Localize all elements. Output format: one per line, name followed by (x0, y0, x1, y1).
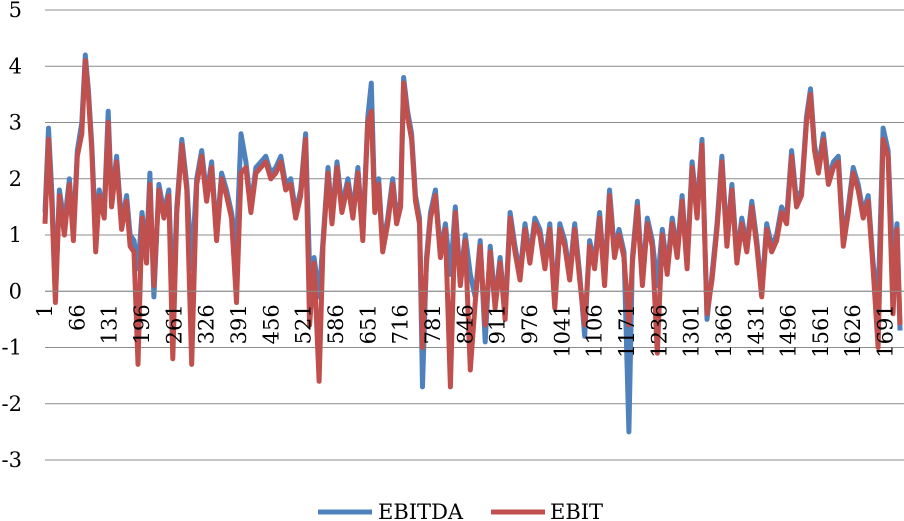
x-tick-label: 651 (356, 304, 380, 344)
x-tick-label: 1236 (647, 304, 671, 357)
x-tick-label: 1626 (841, 304, 865, 357)
y-tick-label: 3 (9, 111, 22, 135)
x-tick-label: 846 (453, 304, 477, 344)
x-tick-label: 976 (518, 304, 542, 344)
x-tick-label: 521 (292, 304, 316, 344)
x-tick-label: 1106 (583, 304, 607, 357)
x-tick-label: 1 (33, 304, 57, 317)
x-tick-label: 196 (130, 304, 154, 344)
x-tick-label: 1496 (777, 304, 801, 357)
x-tick-label: 391 (227, 304, 251, 344)
y-tick-label: -1 (2, 336, 22, 360)
y-tick-label: 4 (9, 54, 22, 78)
x-tick-label: 716 (389, 304, 413, 344)
y-tick-label: 5 (9, 0, 22, 22)
y-tick-label: 0 (9, 279, 22, 303)
x-tick-label: 456 (259, 304, 283, 344)
x-tick-label: 261 (162, 304, 186, 344)
y-tick-label: -2 (2, 392, 22, 416)
x-tick-label: 781 (421, 304, 445, 344)
x-tick-label: 911 (486, 304, 510, 344)
legend-label-ebitda: EBITDA (378, 500, 464, 521)
y-tick-label: 1 (9, 223, 22, 247)
x-tick-label: 1171 (615, 304, 639, 357)
x-axis-ticks: 1 66 131 196 261 326 391 456 521 586 651 716 781 846 9… (33, 304, 898, 357)
x-tick-label: 1041 (550, 304, 574, 357)
x-tick-label: 1691 (874, 304, 898, 357)
x-tick-label: 1561 (809, 304, 833, 357)
y-axis: -3 -2 -1 0 1 2 3 4 5 (2, 0, 22, 472)
y-tick-label: -3 (2, 448, 22, 472)
series-line-ebit (42, 58, 903, 390)
x-tick-label: 1366 (712, 304, 736, 357)
x-tick-label: 66 (65, 304, 89, 331)
y-tick-label: 2 (9, 167, 22, 191)
series-layer (42, 52, 903, 435)
legend: EBITDA EBIT (318, 500, 603, 521)
x-tick-label: 586 (324, 304, 348, 344)
x-tick-label: 1301 (680, 304, 704, 357)
x-tick-label: 131 (98, 304, 122, 344)
x-tick-label: 326 (195, 304, 219, 344)
legend-label-ebit: EBIT (550, 500, 603, 521)
x-tick-label: 1431 (744, 304, 768, 357)
